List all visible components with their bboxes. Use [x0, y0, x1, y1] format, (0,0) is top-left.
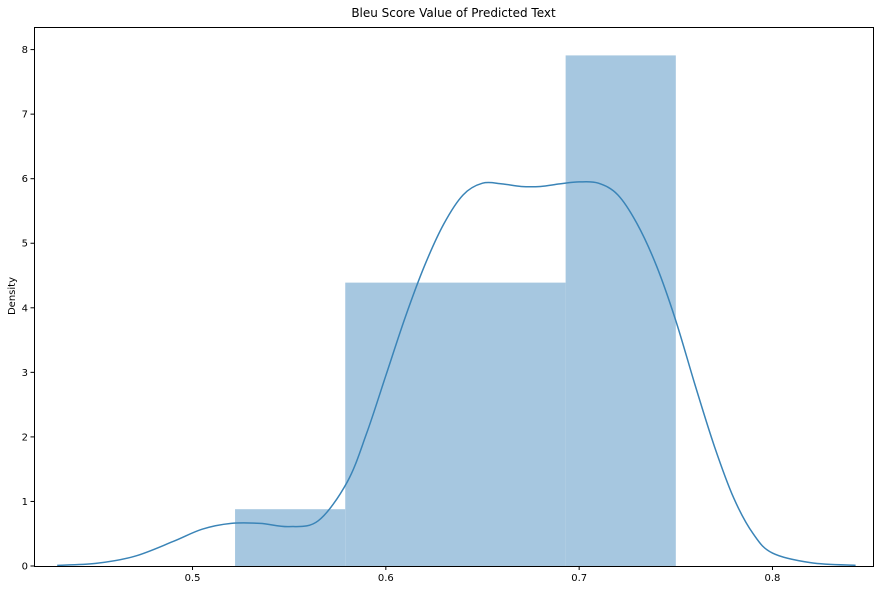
- y-tick-label: 3: [22, 368, 28, 379]
- y-tick-label: 2: [22, 432, 28, 443]
- x-tick-label: 0.8: [765, 573, 781, 584]
- y-tick-label: 8: [22, 45, 28, 56]
- y-axis-label: Density: [7, 277, 18, 315]
- y-tick-label: 6: [22, 174, 28, 185]
- y-tick-label: 1: [22, 497, 28, 508]
- histogram-bar-1: [235, 509, 346, 566]
- histogram-bar-3: [565, 55, 676, 566]
- chart-title: Bleu Score Value of Predicted Text: [351, 6, 556, 20]
- y-tick-label: 0: [22, 562, 28, 573]
- histogram-bar-2: [345, 282, 566, 566]
- y-tick-label: 5: [22, 239, 28, 250]
- y-axis-ticks: 0 1 2 3 4 5 6 7 8: [22, 45, 35, 573]
- plot-frame: [34, 27, 874, 567]
- x-tick-label: 0.5: [185, 573, 201, 584]
- y-tick-label: 4: [22, 303, 28, 314]
- x-tick-label: 0.6: [378, 573, 394, 584]
- histogram-bars: [235, 55, 676, 566]
- x-axis-ticks: 0.5 0.6 0.7 0.8: [185, 566, 781, 584]
- x-tick-label: 0.7: [571, 573, 587, 584]
- kde-curve-group: [57, 180, 856, 567]
- kde-curve: [57, 180, 856, 567]
- y-tick-label: 7: [22, 110, 28, 121]
